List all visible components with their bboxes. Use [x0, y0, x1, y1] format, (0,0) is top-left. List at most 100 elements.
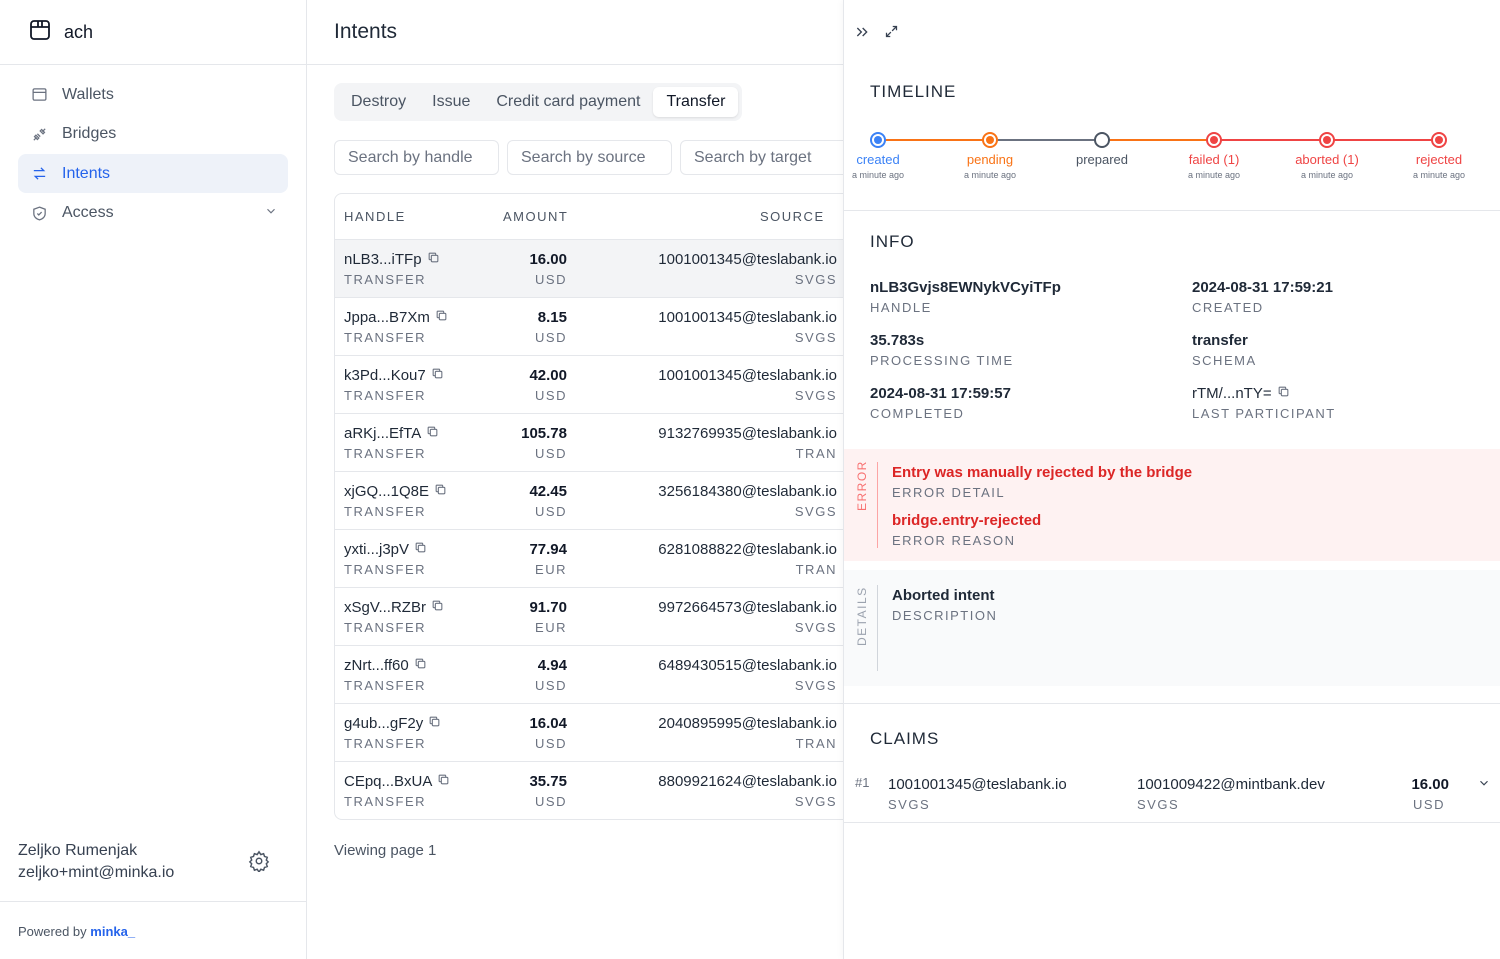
row-source-bank: SVGS	[794, 794, 837, 809]
tab-credit-card-payment[interactable]: Credit card payment	[496, 93, 641, 110]
tab-issue[interactable]: Issue	[432, 93, 471, 110]
row-source: 1001001345@teslabank.io	[658, 309, 837, 326]
timeline-step-label: prepared	[1075, 152, 1129, 167]
timeline-step-label: pending	[966, 152, 1014, 167]
timeline-connector	[1214, 139, 1327, 141]
sidebar-item-access[interactable]: Access	[18, 194, 288, 233]
claims-title: CLAIMS	[870, 729, 940, 748]
row-amount: 77.94	[529, 541, 567, 558]
claim-target: 1001009422@mintbank.dev	[1137, 776, 1325, 793]
row-source-bank: SVGS	[794, 388, 837, 403]
copy-icon[interactable]	[426, 425, 439, 442]
copy-icon[interactable]	[434, 483, 447, 500]
row-handle-text: g4ub...gF2y	[344, 715, 424, 732]
copy-icon[interactable]	[435, 309, 448, 326]
table-row[interactable]: nLB3...iTFp TRANSFER 16.00 USD 1001001345@te…	[335, 239, 843, 297]
timeline-connector	[990, 139, 1102, 141]
tab-transfer[interactable]: Transfer	[653, 87, 739, 117]
error-label: ERROR	[855, 460, 869, 511]
table-row[interactable]: yxti...j3pV TRANSFER 77.94 EUR 6281088822@te…	[335, 529, 843, 587]
copy-icon[interactable]	[1277, 385, 1290, 402]
timeline: created a minute ago pending a minute ago pr…	[852, 128, 1465, 188]
row-handle-text: zNrt...ff60	[344, 657, 409, 674]
copy-icon[interactable]	[414, 541, 427, 558]
table-row[interactable]: xjGQ...1Q8E TRANSFER 42.45 USD 3256184380@te…	[335, 471, 843, 529]
row-source-bank: TRAN	[795, 562, 837, 577]
schema-key: SCHEMA	[1192, 353, 1257, 368]
user-name: Zeljko Rumenjak	[18, 842, 138, 859]
timeline-step-1-dot[interactable]	[982, 132, 998, 148]
table-row[interactable]: CEpq...BxUA TRANSFER 35.75 USD 8809921624@te…	[335, 761, 843, 819]
user-info: Zeljko Rumenjak zeljko+mint@minka.io	[18, 840, 288, 884]
timeline-step-5-dot[interactable]	[1431, 132, 1447, 148]
copy-icon[interactable]	[437, 773, 450, 790]
sidebar-item-intents[interactable]: Intents	[18, 154, 288, 193]
column-handle[interactable]: HANDLE	[344, 209, 406, 224]
row-amount: 105.78	[521, 425, 567, 442]
row-type: TRANSFER	[344, 446, 427, 461]
row-amount: 35.75	[529, 773, 567, 790]
gear-icon[interactable]	[248, 850, 270, 879]
search-target-input[interactable]	[680, 140, 843, 175]
table-row[interactable]: aRKj...EfTA TRANSFER 105.78 USD 9132769935@t…	[335, 413, 843, 471]
copy-icon[interactable]	[414, 657, 427, 674]
row-source: 9132769935@teslabank.io	[658, 425, 837, 442]
powered-by-text: Powered by	[18, 924, 87, 939]
timeline-step-0-dot[interactable]	[870, 132, 886, 148]
table-row[interactable]: g4ub...gF2y TRANSFER 16.04 USD 2040895995@te…	[335, 703, 843, 761]
row-currency: USD	[535, 272, 567, 287]
row-amount: 91.70	[529, 599, 567, 616]
row-source: 1001001345@teslabank.io	[658, 251, 837, 268]
row-handle-text: k3Pd...Kou7	[344, 367, 426, 384]
table-row[interactable]: k3Pd...Kou7 TRANSFER 42.00 USD 1001001345@te…	[335, 355, 843, 413]
timeline-step-3-dot[interactable]	[1206, 132, 1222, 148]
handle-value: nLB3Gvjs8EWNykVCyiTFp	[870, 279, 1061, 296]
table-row[interactable]: zNrt...ff60 TRANSFER 4.94 USD 6489430515@tes…	[335, 645, 843, 703]
expand-icon[interactable]	[884, 24, 899, 45]
collapse-panel-icon[interactable]	[854, 24, 870, 45]
column-amount[interactable]: AMOUNT	[503, 209, 569, 224]
row-currency: EUR	[535, 620, 567, 635]
table-header: HANDLE AMOUNT SOURCE	[335, 194, 843, 239]
row-handle: yxti...j3pV	[344, 541, 427, 558]
row-handle-text: xSgV...RZBr	[344, 599, 426, 616]
row-handle-text: CEpq...BxUA	[344, 773, 433, 790]
table-row[interactable]: Jppa...B7Xm TRANSFER 8.15 USD 1001001345@tes…	[335, 297, 843, 355]
table-row[interactable]: xSgV...RZBr TRANSFER 91.70 EUR 9972664573@te…	[335, 587, 843, 645]
timeline-step-2-dot[interactable]	[1094, 132, 1110, 148]
shield-icon	[30, 204, 48, 222]
tab-bar: Destroy Issue Credit card payment Transf…	[334, 83, 743, 121]
copy-icon[interactable]	[428, 715, 441, 732]
row-source-bank: SVGS	[794, 620, 837, 635]
sidebar-nav: Wallets Bridges Intents Access	[0, 65, 306, 243]
row-currency: USD	[535, 794, 567, 809]
copy-icon[interactable]	[431, 367, 444, 384]
timeline-connector	[878, 139, 990, 141]
copy-icon[interactable]	[431, 599, 444, 616]
chevron-down-icon[interactable]	[1477, 776, 1491, 795]
search-source-input[interactable]	[507, 140, 672, 175]
copy-icon[interactable]	[427, 251, 440, 268]
chevron-down-icon[interactable]	[264, 204, 278, 223]
row-source: 2040895995@teslabank.io	[658, 715, 837, 732]
minka-logo[interactable]: minka_	[90, 924, 136, 939]
claim-amount: 16.00	[1411, 776, 1449, 793]
sidebar-item-bridges[interactable]: Bridges	[18, 115, 288, 154]
sidebar-item-wallets[interactable]: Wallets	[18, 75, 288, 114]
timeline-connector	[1102, 139, 1214, 141]
tab-destroy[interactable]: Destroy	[351, 93, 407, 110]
column-source[interactable]: SOURCE	[760, 209, 825, 224]
details-bar	[877, 585, 878, 671]
row-amount: 42.45	[529, 483, 567, 500]
plug-icon	[30, 125, 48, 143]
sidebar-item-label: Wallets	[62, 85, 114, 103]
timeline-step-4-dot[interactable]	[1319, 132, 1335, 148]
search-handle-input[interactable]	[334, 140, 499, 175]
brand[interactable]: ach	[0, 0, 306, 65]
claim-row[interactable]: #1 1001001345@teslabank.io SVGS 10010094…	[844, 766, 1500, 823]
row-handle-text: Jppa...B7Xm	[344, 309, 430, 326]
row-source: 9972664573@teslabank.io	[658, 599, 837, 616]
row-source: 6489430515@teslabank.io	[658, 657, 837, 674]
sidebar-item-label: Intents	[62, 164, 111, 182]
row-source: 8809921624@teslabank.io	[658, 773, 837, 790]
